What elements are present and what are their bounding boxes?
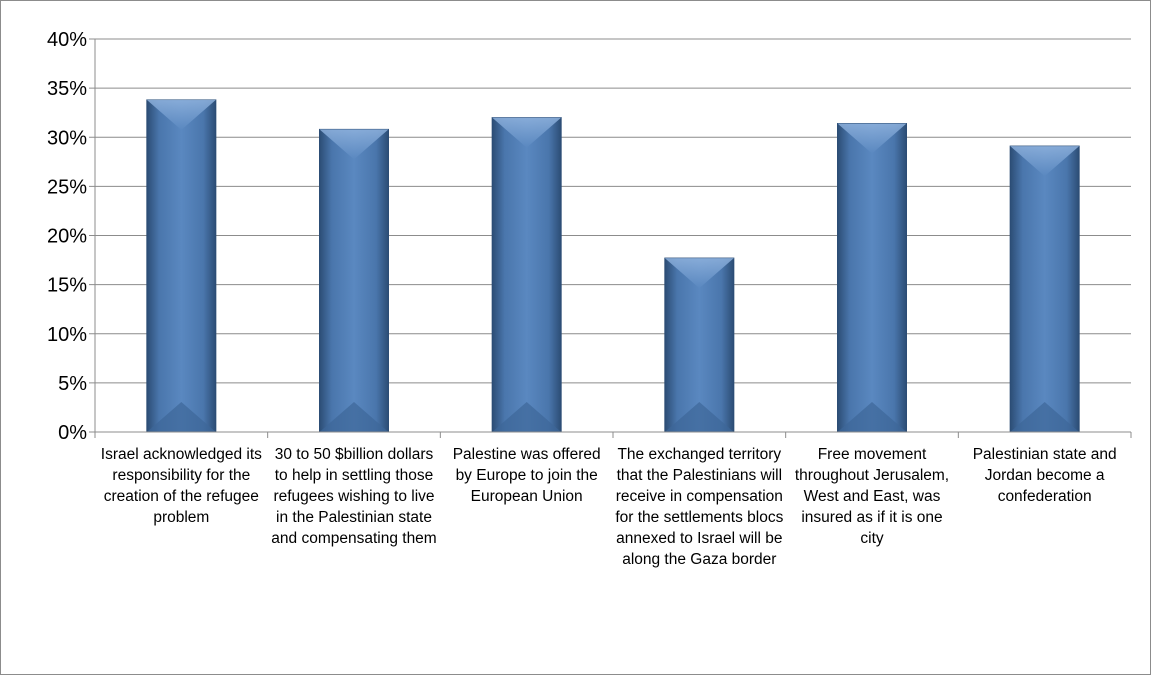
bar (319, 128, 389, 433)
x-tick-label: Free movement throughout Jerusalem, West… (794, 446, 950, 547)
y-tick-label: 20% (47, 226, 87, 248)
bar (837, 122, 907, 433)
bar (664, 257, 735, 433)
x-tick-label: Palestinian state and Jordan become a co… (972, 446, 1117, 505)
y-tick-label: 25% (47, 176, 87, 198)
x-tick-label: Israel acknowledged its responsibility f… (100, 446, 262, 526)
y-tick-label: 30% (47, 127, 87, 149)
y-tick-label: 15% (47, 275, 87, 297)
y-tick-label: 0% (58, 422, 87, 444)
bar (491, 117, 562, 433)
bar (1009, 145, 1080, 433)
x-tick-label: 30 to 50 $billion dollars to help in set… (271, 446, 437, 547)
y-tick-label: 5% (58, 373, 87, 395)
y-tick-label: 35% (47, 78, 87, 100)
x-tick-label: Palestine was offered by Europe to join … (452, 446, 601, 505)
bar (146, 99, 217, 433)
y-tick-label: 10% (47, 324, 87, 346)
x-tick-label: The exchanged territory that the Palesti… (615, 446, 784, 568)
y-tick-label: 40% (47, 29, 87, 51)
